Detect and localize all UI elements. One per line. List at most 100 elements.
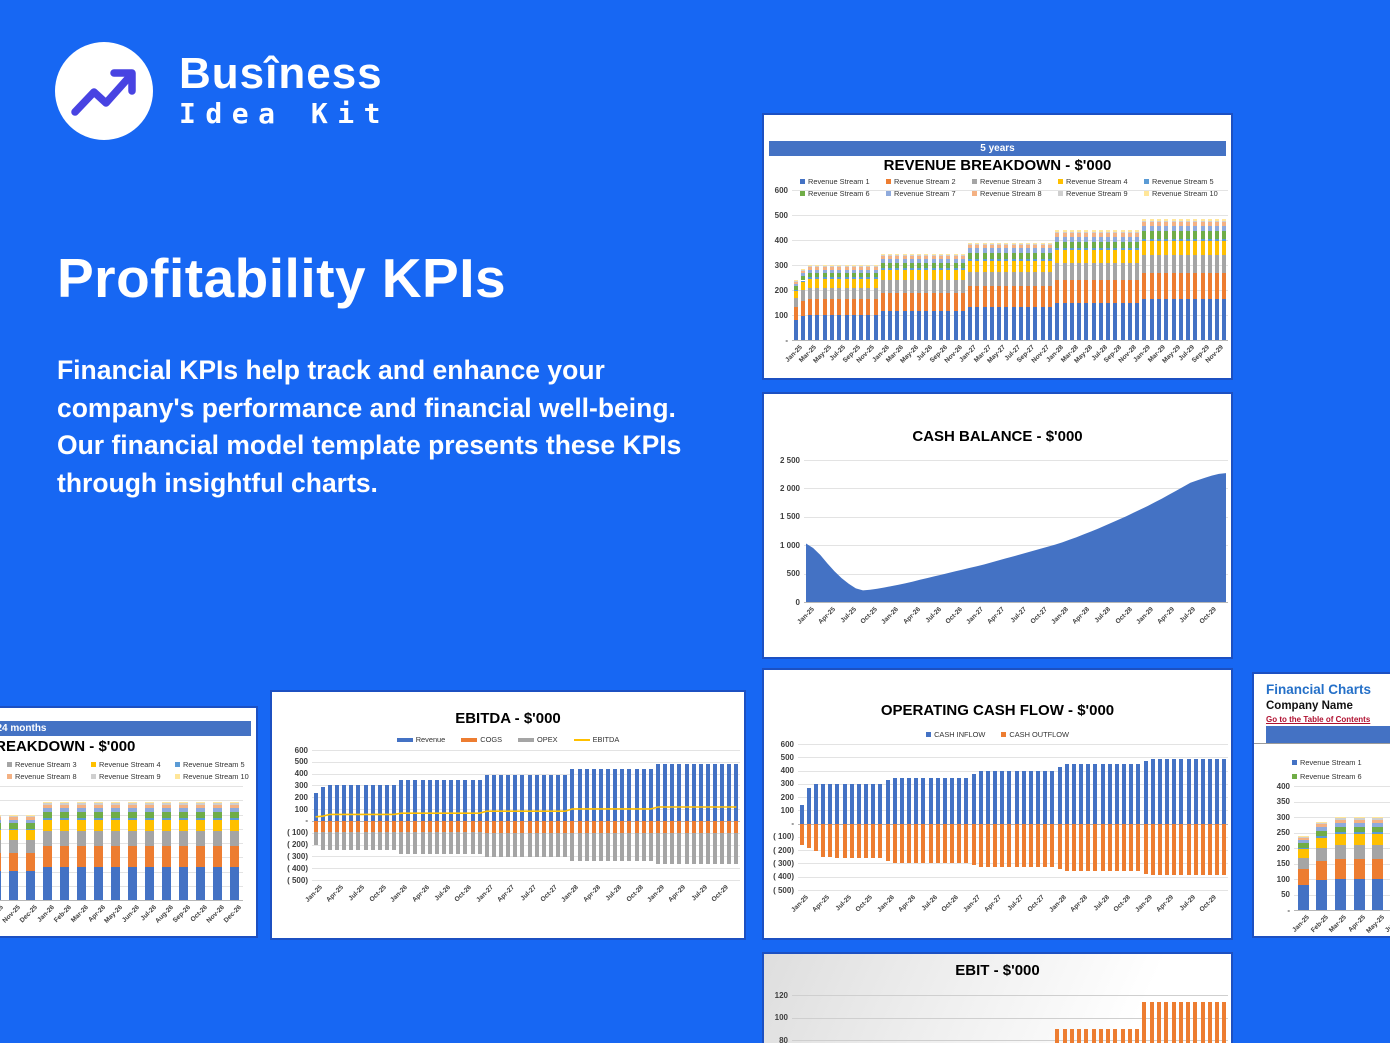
- bar-segment: [196, 867, 205, 900]
- bar-segment: [1047, 243, 1052, 246]
- bar-segment: [1149, 299, 1154, 340]
- bar-segment: [77, 803, 86, 805]
- bar-segment: [1178, 218, 1183, 221]
- bar-segment: [1186, 220, 1191, 223]
- bar-segment: [1077, 263, 1082, 280]
- bar-segment: [1149, 255, 1154, 274]
- y-axis-tick-label: 250: [1276, 828, 1290, 837]
- bar-segment: [938, 267, 943, 270]
- y-axis-tick-label: 300: [294, 780, 308, 790]
- bar-segment: [111, 811, 120, 818]
- bar-segment: [960, 258, 965, 263]
- ebit-bar: [1062, 1028, 1067, 1043]
- inflow-bar: [1093, 763, 1098, 824]
- bar-segment: [895, 279, 900, 293]
- bar-segment: [77, 819, 86, 832]
- opex-bar: [548, 832, 553, 858]
- legend-swatch: [518, 737, 535, 742]
- bar-segment: [917, 262, 922, 268]
- bar-segment: [924, 311, 929, 340]
- revenue-bar: [370, 785, 375, 821]
- bar-segment: [1297, 843, 1309, 848]
- bar-segment: [866, 298, 871, 315]
- bar-segment: [1062, 231, 1067, 234]
- gridline: [798, 744, 1228, 745]
- bar-segment: [1106, 230, 1111, 232]
- outflow-bar: [813, 823, 818, 851]
- bar-segment: [1193, 226, 1198, 232]
- panel-revenue-breakdown-5y: 5 years REVENUE BREAKDOWN - $'000 Revenu…: [762, 113, 1233, 380]
- bar-segment: [1018, 258, 1023, 261]
- bar-segment: [77, 845, 86, 868]
- bar-segment: [1047, 271, 1052, 287]
- bar-segment: [1091, 250, 1096, 263]
- bar-segment: [1084, 233, 1089, 237]
- bar-segment: [793, 319, 798, 340]
- inflow-bar: [964, 777, 969, 824]
- bar-segment: [196, 845, 205, 868]
- bar-segment: [866, 287, 871, 299]
- bar-segment: [128, 801, 137, 804]
- bar-segment: [829, 314, 834, 340]
- opex-bar: [420, 832, 425, 854]
- bar-segment: [179, 845, 188, 868]
- revenue-bar: [598, 768, 603, 821]
- bar-segment: [1135, 233, 1140, 237]
- outflow-bar: [1071, 823, 1076, 872]
- revenue-bar: [420, 780, 425, 821]
- bar-segment: [1135, 263, 1140, 280]
- outflow-bar: [849, 823, 854, 859]
- opex-bar: [598, 832, 603, 861]
- bar-segment: [960, 279, 965, 293]
- bar-segment: [982, 242, 987, 244]
- legend-item: Revenue Stream 10: [1144, 189, 1218, 198]
- y-axis-tick-label: 300: [774, 260, 788, 270]
- bar-segment: [1004, 242, 1009, 244]
- bar-segment: [1334, 832, 1346, 835]
- ebit-bar: [1120, 1028, 1125, 1043]
- table-of-contents-link[interactable]: Go to the Table of Contents: [1266, 715, 1371, 724]
- bar-segment: [1149, 238, 1154, 242]
- bar-segment: [829, 266, 834, 268]
- bar-segment: [1055, 303, 1060, 340]
- inflow-bar: [828, 783, 833, 824]
- bar-segment: [1084, 230, 1089, 232]
- bar-segment: [1004, 271, 1009, 287]
- revenue-bar: [377, 785, 382, 821]
- bar-segment: [1091, 233, 1096, 237]
- outflow-bar: [993, 823, 998, 867]
- gridline: [804, 488, 1228, 490]
- x-axis-tick-label: Oct-26: [940, 894, 961, 914]
- bar-segment: [1178, 222, 1183, 226]
- bar-segment: [968, 252, 973, 259]
- inflow-bar: [1165, 758, 1170, 824]
- bar-segment: [230, 845, 239, 868]
- bar-segment: [179, 831, 188, 846]
- chart-title: EBIT - $'000: [955, 962, 1040, 979]
- bar-segment: [888, 267, 893, 270]
- legend-label: Revenue: [415, 735, 446, 744]
- bar-segment: [1193, 255, 1198, 274]
- bar-segment: [866, 266, 871, 268]
- bar-segment: [953, 255, 958, 257]
- bar-segment: [1186, 222, 1191, 226]
- bar-segment: [1186, 231, 1191, 239]
- bar-segment: [94, 803, 103, 805]
- bar-segment: [829, 265, 834, 267]
- x-axis-tick-label: Mar-26: [69, 904, 90, 924]
- inflow-bar: [1157, 758, 1162, 824]
- bar-segment: [1004, 243, 1009, 246]
- ebit-bar: [1207, 1001, 1212, 1043]
- legend-swatch: [1058, 179, 1063, 184]
- bar-segment: [1084, 236, 1089, 242]
- outflow-bar: [864, 823, 869, 859]
- bar-segment: [1186, 226, 1191, 232]
- bar-segment: [989, 243, 994, 246]
- bar-segment: [997, 243, 1002, 246]
- y-axis-tick-label: 1 000: [779, 540, 800, 550]
- bar-segment: [1193, 222, 1198, 226]
- revenue-bar: [456, 780, 461, 821]
- bar-segment: [1106, 233, 1111, 237]
- bar-segment: [909, 267, 914, 270]
